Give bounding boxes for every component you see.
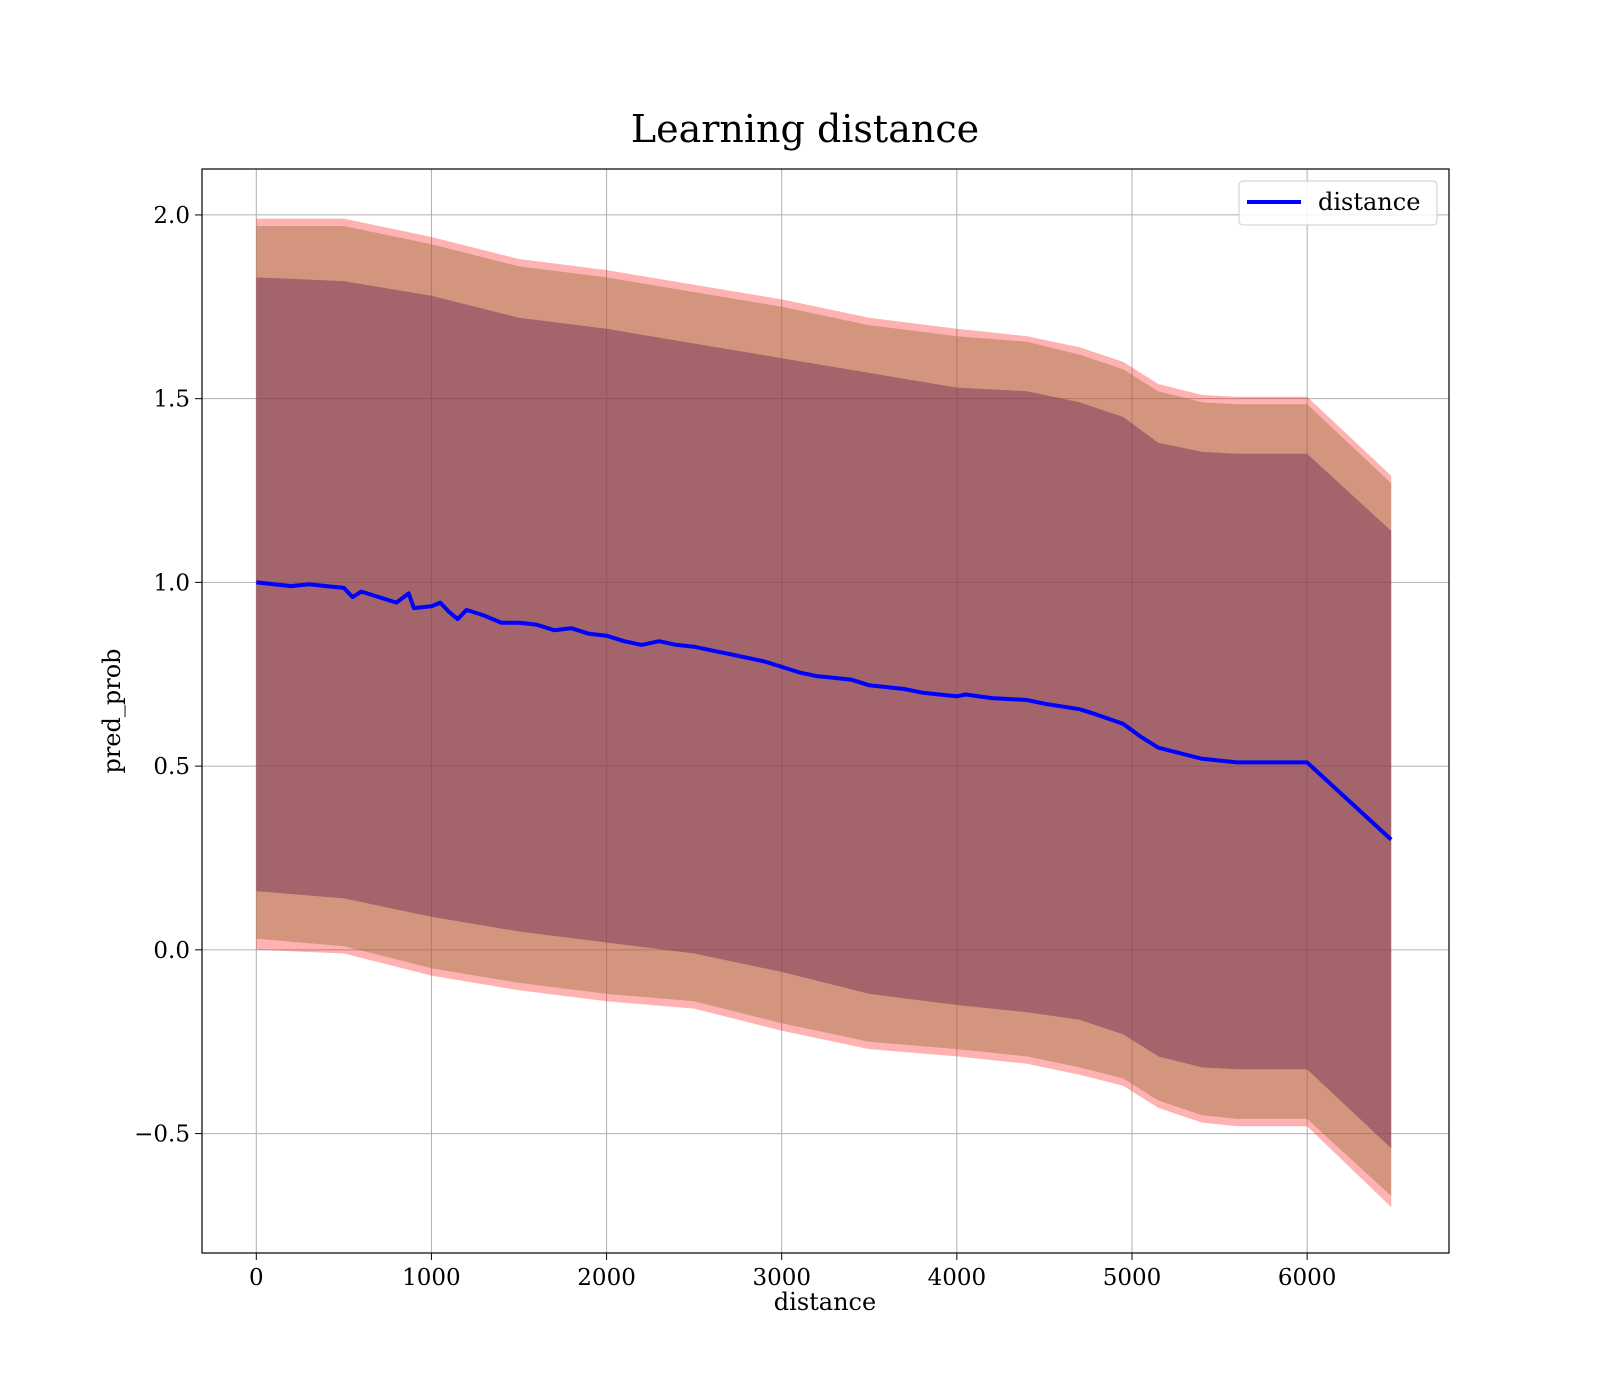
y-tick-label: 0.0 xyxy=(153,938,190,964)
series-lines xyxy=(256,580,1393,842)
y-ticks: −0.5 0.0 0.5 1.0 1.5 2.0 xyxy=(134,203,202,1148)
legend: distance xyxy=(1238,180,1438,226)
y-tick-label: 2.0 xyxy=(153,203,190,229)
chart-title: Learning distance xyxy=(631,107,979,151)
x-tick-label: 5000 xyxy=(1103,1265,1162,1291)
series-line xyxy=(256,580,1393,842)
legend-label: distance xyxy=(1318,188,1420,216)
x-tick-label: 2000 xyxy=(577,1265,636,1291)
legend-box xyxy=(1238,180,1438,226)
plot-frame xyxy=(201,168,1450,1254)
y-tick-label: 1.5 xyxy=(153,387,190,413)
confidence-band xyxy=(256,277,1392,1149)
y-tick-label: 1.0 xyxy=(153,570,190,596)
confidence-bands xyxy=(256,218,1392,1208)
x-tick-label: 1000 xyxy=(402,1265,461,1291)
y-tick-label: 0.5 xyxy=(153,754,190,780)
x-axis-label: distance xyxy=(774,1288,876,1316)
y-tick-label: −0.5 xyxy=(134,1122,190,1148)
x-tick-label: 0 xyxy=(249,1265,264,1291)
y-axis-label: pred_prob xyxy=(98,648,126,773)
x-tick-label: 3000 xyxy=(752,1265,811,1291)
x-tick-label: 6000 xyxy=(1278,1265,1337,1291)
x-ticks: 0 1000 2000 3000 4000 5000 6000 xyxy=(249,1253,1336,1291)
x-tick-label: 4000 xyxy=(928,1265,987,1291)
